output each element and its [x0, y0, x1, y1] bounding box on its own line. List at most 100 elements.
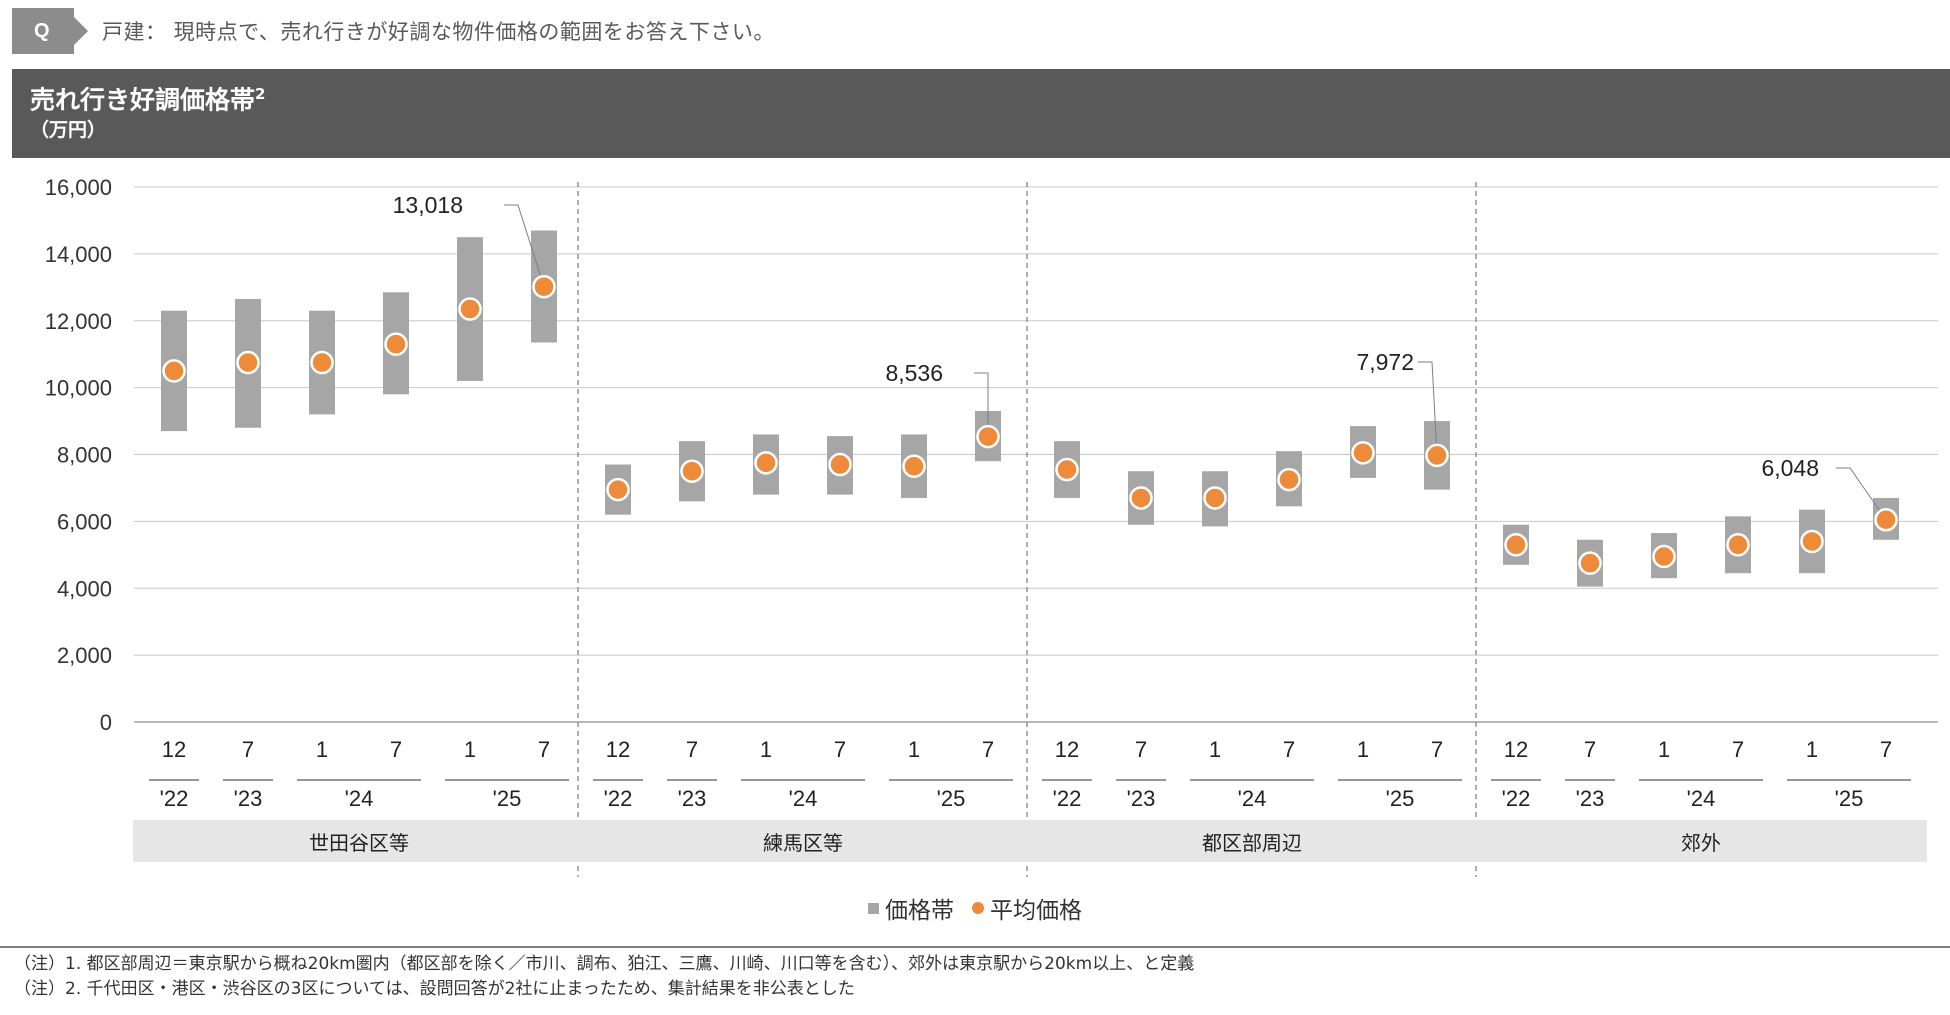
legend-avg-label: 平均価格 — [990, 898, 1082, 924]
callout-leader-line — [504, 204, 545, 287]
callout-leader-line — [1836, 467, 1887, 521]
avg-swatch-icon — [972, 902, 984, 914]
x-month-label: 1 — [1357, 737, 1369, 762]
x-year-label: '22 — [1053, 786, 1082, 811]
x-month-label: 7 — [1584, 737, 1596, 762]
x-year-label: '22 — [160, 786, 189, 811]
avg-price-point — [680, 459, 704, 483]
y-tick-label: 0 — [100, 710, 112, 735]
group-label: 練馬区等 — [763, 831, 843, 855]
group-label: 都区部周辺 — [1202, 831, 1302, 855]
x-month-label: 7 — [1135, 737, 1147, 762]
x-month-label: 7 — [834, 737, 846, 762]
y-tick-label: 16,000 — [45, 175, 112, 200]
x-year-label: '24 — [345, 786, 374, 811]
x-month-label: 1 — [1806, 737, 1818, 762]
x-month-label: 1 — [1658, 737, 1670, 762]
chart-title-footnote-mark: 2 — [255, 85, 266, 103]
avg-price-point — [1504, 533, 1528, 557]
y-tick-label: 14,000 — [45, 242, 112, 267]
x-year-label: '25 — [493, 786, 522, 811]
x-month-label: 7 — [1283, 737, 1295, 762]
y-tick-label: 4,000 — [57, 576, 112, 601]
x-year-label: '22 — [604, 786, 633, 811]
avg-price-point — [1055, 457, 1079, 482]
chart-title: 売れ行き好調価格帯2 — [30, 77, 1950, 117]
avg-price-point — [458, 297, 482, 321]
chart-title-text: 売れ行き好調価格帯 — [30, 85, 256, 115]
avg-price-point — [162, 359, 186, 383]
legend-band-label: 価格帯 — [885, 898, 954, 924]
x-year-label: '23 — [1127, 786, 1156, 811]
footnotes: （注）1. 都区部周辺＝東京駅から概ね20km圏内（都区部を除く／市川、調布、狛… — [14, 952, 1194, 1002]
x-month-label: 12 — [1504, 737, 1528, 762]
avg-price-point — [236, 350, 260, 375]
y-tick-label: 8,000 — [57, 443, 112, 468]
x-month-label: 7 — [1880, 737, 1892, 762]
group-label-box — [1475, 820, 1927, 862]
avg-callout-label: 6,048 — [1761, 455, 1819, 481]
x-month-label: 7 — [538, 737, 550, 762]
x-month-label: 7 — [686, 737, 698, 762]
avg-price-point — [1203, 486, 1227, 510]
question-text: 戸建： 現時点で、売れ行きが好調な物件価格の範囲をお答え下さい。 — [102, 20, 775, 44]
x-year-label: '24 — [1687, 786, 1716, 811]
question-row: Q 戸建： 現時点で、売れ行きが好調な物件価格の範囲をお答え下さい。 — [12, 8, 775, 54]
chart-header-bar: 売れ行き好調価格帯2 （万円） — [12, 69, 1950, 158]
group-label-box — [577, 820, 1029, 862]
x-year-label: '24 — [1238, 786, 1267, 811]
avg-price-point — [1425, 443, 1449, 468]
group-label-box — [1026, 820, 1478, 862]
x-month-label: 1 — [760, 737, 772, 762]
legend-item-avg: 平均価格 — [972, 891, 1082, 925]
x-year-label: '23 — [678, 786, 707, 811]
avg-price-point — [828, 452, 852, 477]
avg-price-point — [976, 424, 1000, 449]
question-badge: Q — [12, 8, 88, 54]
y-tick-label: 6,000 — [57, 509, 112, 534]
x-month-label: 7 — [1732, 737, 1744, 762]
avg-price-point — [1351, 441, 1375, 465]
x-month-label: 1 — [908, 737, 920, 762]
avg-price-point — [1726, 533, 1750, 557]
chart-unit: （万円） — [30, 119, 107, 142]
x-month-label: 12 — [1055, 737, 1079, 762]
avg-price-point — [902, 454, 926, 478]
x-month-label: 12 — [162, 737, 186, 762]
avg-price-point — [1652, 544, 1676, 569]
avg-callout-label: 8,536 — [885, 360, 943, 386]
x-year-label: '25 — [1386, 786, 1415, 811]
avg-callout-label: 13,018 — [393, 192, 463, 218]
price-band-chart: 0 2,000 4,000 6,000 8,000 10,000 12,000 14,000 1… — [45, 175, 1938, 877]
x-month-label: 1 — [316, 737, 328, 762]
band-swatch-icon — [868, 902, 879, 914]
x-month-label: 7 — [982, 737, 994, 762]
x-month-label: 1 — [1209, 737, 1221, 762]
x-month-label: 7 — [390, 737, 402, 762]
avg-price-point — [532, 274, 556, 299]
avg-callout-label: 7,972 — [1356, 349, 1414, 375]
x-year-label: '23 — [1576, 786, 1605, 811]
avg-price-point — [310, 350, 334, 375]
legend-item-band: 価格帯 — [868, 891, 954, 925]
callout-leader-line — [1418, 361, 1438, 456]
avg-price-point — [384, 332, 408, 356]
avg-price-point — [1874, 508, 1898, 532]
x-month-label: 7 — [242, 737, 254, 762]
avg-price-point — [1277, 467, 1301, 492]
notes-divider — [0, 946, 1950, 948]
avg-price-point — [1578, 551, 1602, 575]
x-year-label: '23 — [234, 786, 263, 811]
avg-price-point — [606, 477, 630, 502]
avg-price-point — [1800, 529, 1824, 554]
x-year-label: '25 — [937, 786, 966, 811]
x-year-label: '22 — [1502, 786, 1531, 811]
group-label-box — [133, 820, 585, 862]
footnote-2: （注）2. 千代田区・港区・渋谷区の3区については、設問回答が2社に止まったため… — [14, 979, 855, 999]
avg-price-point — [754, 451, 778, 475]
x-month-label: 12 — [606, 737, 630, 762]
y-tick-label: 12,000 — [45, 309, 112, 334]
group-label: 郊外 — [1681, 831, 1721, 855]
x-month-label: 7 — [1431, 737, 1443, 762]
footnote-1: （注）1. 都区部周辺＝東京駅から概ね20km圏内（都区部を除く／市川、調布、狛… — [14, 954, 1195, 974]
